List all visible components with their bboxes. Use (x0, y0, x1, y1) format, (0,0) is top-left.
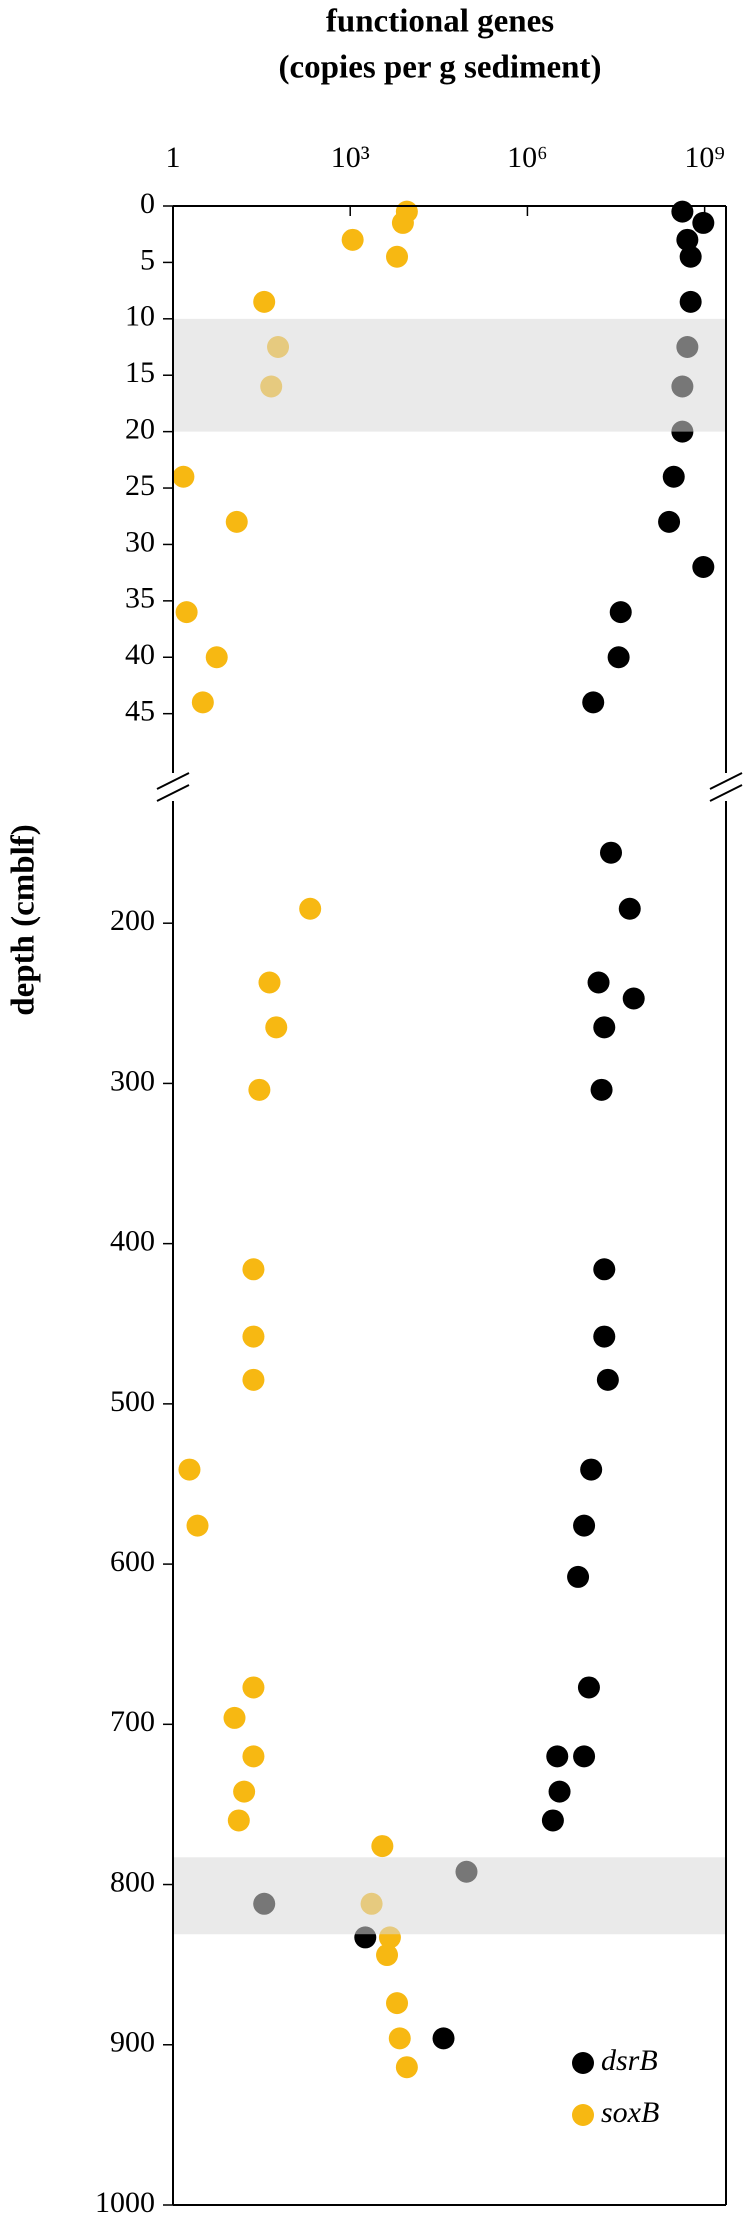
point (242, 1325, 265, 1348)
point (582, 691, 605, 714)
chart-title: functional genes (326, 4, 554, 40)
point (593, 1258, 616, 1281)
point (388, 2027, 411, 2050)
point (609, 601, 632, 624)
y-tick-label: 200 (110, 904, 155, 937)
y-tick-label: 30 (125, 525, 155, 558)
y-tick-label: 0 (140, 187, 155, 220)
point (679, 290, 702, 313)
point (573, 1745, 596, 1768)
point (205, 646, 228, 669)
axis-break (156, 772, 190, 790)
point (573, 1514, 596, 1537)
point (391, 211, 414, 234)
y-tick-label: 45 (125, 695, 155, 728)
chart-title: (copies per g sediment) (279, 50, 602, 86)
point (546, 1745, 569, 1768)
point (186, 1514, 209, 1537)
y-tick-label: 600 (110, 1545, 155, 1578)
point (223, 1706, 246, 1729)
y-tick-label: 300 (110, 1064, 155, 1097)
point (265, 1016, 288, 1039)
point (299, 897, 322, 920)
point (172, 465, 195, 488)
point (386, 1992, 409, 2015)
point (567, 1565, 590, 1588)
point (622, 987, 645, 1010)
point (593, 1325, 616, 1348)
legend-marker (572, 2104, 594, 2126)
x-tick-label: 10⁶ (507, 141, 547, 174)
point (432, 2027, 455, 2050)
point (395, 2056, 418, 2079)
point (242, 1258, 265, 1281)
point (227, 1809, 250, 1832)
point (253, 290, 276, 313)
point (618, 897, 641, 920)
x-tick-label: 10³ (331, 141, 370, 174)
point (580, 1458, 603, 1481)
x-tick-label: 10⁹ (684, 141, 724, 174)
point (242, 1368, 265, 1391)
point (662, 465, 685, 488)
point (692, 556, 715, 579)
legend-label: soxB (601, 2096, 659, 2129)
point (178, 1458, 201, 1481)
point (242, 1745, 265, 1768)
point (577, 1676, 600, 1699)
x-tick-label: 1 (166, 141, 181, 174)
point (191, 691, 214, 714)
y-tick-label: 400 (110, 1225, 155, 1258)
y-tick-label: 25 (125, 469, 155, 502)
y-tick-label: 10 (125, 300, 155, 333)
legend-marker (572, 2052, 594, 2074)
point (692, 211, 715, 234)
point (596, 1368, 619, 1391)
y-tick-label: 500 (110, 1385, 155, 1418)
point (386, 245, 409, 268)
point (607, 646, 630, 669)
y-tick-label: 20 (125, 413, 155, 446)
point (587, 971, 610, 994)
y-tick-label: 800 (110, 1865, 155, 1898)
legend-label: dsrB (601, 2044, 658, 2077)
axis-break (156, 784, 190, 802)
shaded-band (173, 318, 726, 432)
y-tick-label: 1000 (95, 2186, 155, 2219)
point (593, 1016, 616, 1039)
y-tick-label: 900 (110, 2026, 155, 2059)
point (341, 228, 364, 251)
y-tick-label: 5 (140, 243, 155, 276)
point (248, 1078, 271, 1101)
y-tick-label: 700 (110, 1705, 155, 1738)
point (590, 1078, 613, 1101)
y-tick-label: 15 (125, 356, 155, 389)
point (258, 971, 281, 994)
point (676, 228, 699, 251)
point (600, 841, 623, 864)
point (541, 1809, 564, 1832)
axis-break (709, 784, 743, 802)
y-axis-label: depth (cmblf) (6, 824, 42, 1016)
shaded-band (173, 1857, 726, 1935)
y-tick-label: 40 (125, 638, 155, 671)
point (242, 1676, 265, 1699)
point (376, 1944, 399, 1967)
axis-break (709, 772, 743, 790)
point (225, 510, 248, 533)
point (175, 601, 198, 624)
point (679, 245, 702, 268)
point (233, 1780, 256, 1803)
point (548, 1780, 571, 1803)
y-tick-label: 35 (125, 582, 155, 615)
point (371, 1835, 394, 1858)
point (671, 200, 694, 223)
point (658, 510, 681, 533)
